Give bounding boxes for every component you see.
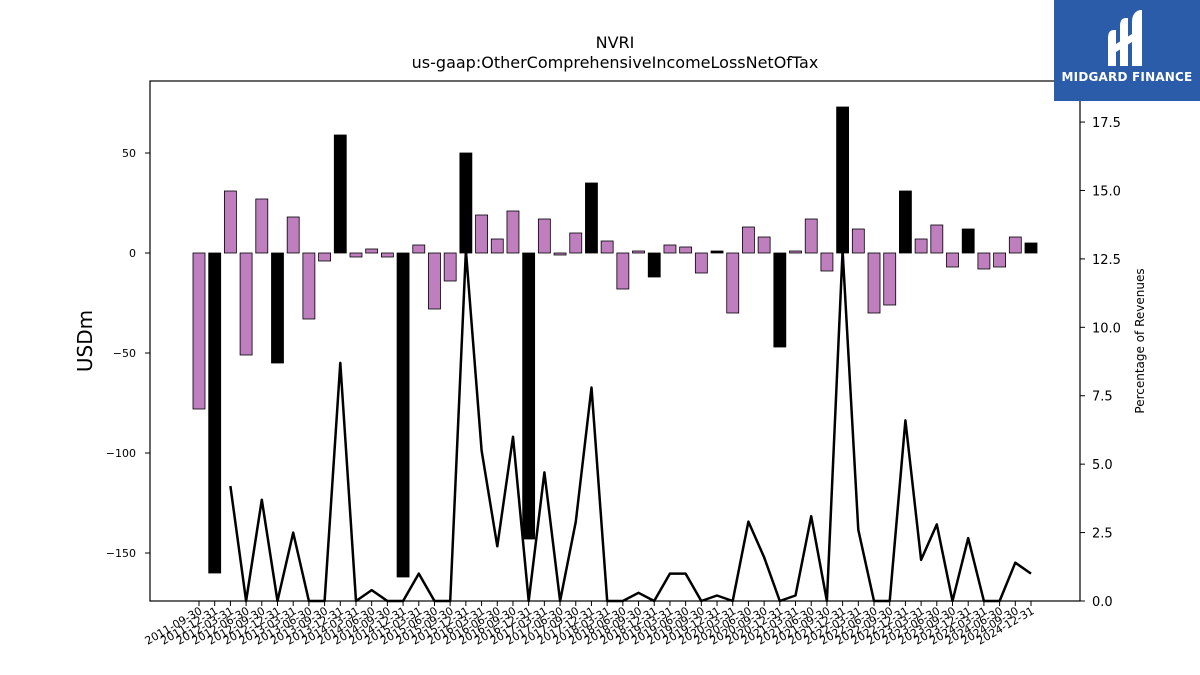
bar-2019-12-31 xyxy=(710,250,724,254)
bar-2018-12-31 xyxy=(647,252,661,278)
y2-tick-label: 12.5 xyxy=(1092,253,1121,268)
bar-2016-09-30 xyxy=(506,210,520,254)
bar-2024-03-31 xyxy=(977,252,991,270)
chart-subtitle: us-gaap:OtherComprehensiveIncomeLossNetO… xyxy=(412,53,819,72)
chart-title: NVRI xyxy=(596,33,635,52)
bar-2017-03-31 xyxy=(537,218,551,254)
y-tick-label: 0 xyxy=(129,247,136,260)
bar-2016-06-30 xyxy=(490,238,504,254)
y-tick-label: −50 xyxy=(113,347,136,360)
line-series xyxy=(229,249,1032,603)
y2-tick-label: 0.0 xyxy=(1092,595,1113,610)
bar-2021-06-30 xyxy=(804,218,818,254)
bar-2017-06-30 xyxy=(553,252,567,256)
bar-2011-12-31 xyxy=(208,252,222,574)
bar-2016-03-31 xyxy=(475,214,488,254)
bar-2023-03-31 xyxy=(914,238,928,254)
bar-2020-12-31 xyxy=(773,252,787,348)
y2-tick-label: 5.0 xyxy=(1092,458,1113,473)
y2-axis-label: Percentage of Revenues xyxy=(1133,268,1147,413)
bar-2022-12-31 xyxy=(899,190,912,254)
y-tick-label: 50 xyxy=(122,147,136,160)
plot-frame xyxy=(149,80,1081,602)
y2-tick-label: 7.5 xyxy=(1092,390,1113,405)
revenue-pct-line xyxy=(229,249,1032,603)
bar-2013-06-30 xyxy=(302,252,316,320)
bar-2017-12-31 xyxy=(585,182,598,254)
bar-2022-09-30 xyxy=(883,252,897,306)
x-axis-ticks: 2011-09-302011-12-312012-03-312012-06-30… xyxy=(143,601,1037,648)
bar-2022-03-31 xyxy=(851,228,865,254)
bar-2015-12-31 xyxy=(459,152,473,254)
bar-2021-03-31 xyxy=(789,250,802,254)
y-axis-label: USDm xyxy=(73,310,97,372)
bar-2024-09-30 xyxy=(1008,236,1022,254)
bar-2021-12-31 xyxy=(836,106,850,254)
bar-2018-06-30 xyxy=(616,252,630,290)
y2-axis-ticks: 0.0 2.5 5.0 7.5 10.0 12.5 15.0 17.5 xyxy=(1080,116,1121,610)
midgard-logo-icon xyxy=(1108,10,1142,66)
bar-2019-03-31 xyxy=(663,244,677,254)
bar-2013-03-31 xyxy=(286,216,300,254)
bar-2019-06-30 xyxy=(679,246,693,254)
bar-2015-03-31 xyxy=(412,244,426,254)
bar-2019-09-30 xyxy=(694,252,708,274)
bar-2023-09-30 xyxy=(946,252,959,268)
bar-2020-03-31 xyxy=(726,252,740,314)
bar-2012-12-31 xyxy=(271,252,284,364)
bar-series xyxy=(192,106,1038,578)
bar-2013-12-31 xyxy=(333,134,347,254)
bar-2023-06-30 xyxy=(930,224,944,254)
brand-logo: MIDGARD FINANCE xyxy=(1054,0,1200,101)
bar-2014-06-30 xyxy=(365,248,379,254)
bar-2015-09-30 xyxy=(443,252,457,282)
bar-2020-09-30 xyxy=(757,236,771,254)
bar-2022-06-30 xyxy=(867,252,881,314)
bar-2014-09-30 xyxy=(380,252,394,258)
y-axis-ticks: 50 0 −50 −100 −150 xyxy=(106,147,150,560)
bar-2023-12-31 xyxy=(961,228,975,254)
y-tick-label: −100 xyxy=(106,447,136,460)
bar-2024-12-31 xyxy=(1024,242,1038,254)
bar-2016-12-31 xyxy=(522,252,536,540)
bar-2014-12-31 xyxy=(396,252,410,578)
y2-tick-label: 2.5 xyxy=(1092,527,1113,542)
bar-2017-09-30 xyxy=(569,232,583,254)
bar-2018-03-31 xyxy=(600,240,614,254)
bar-2024-06-30 xyxy=(993,252,1007,268)
y2-tick-label: 17.5 xyxy=(1092,116,1121,131)
y-tick-label: −150 xyxy=(106,547,136,560)
bar-2014-03-31 xyxy=(349,252,363,258)
bar-2012-03-31 xyxy=(223,190,237,254)
bar-2012-06-30 xyxy=(239,252,253,356)
bar-2018-09-30 xyxy=(632,250,645,254)
bar-2015-06-30 xyxy=(428,252,441,310)
bar-2011-09-30 xyxy=(192,252,206,410)
y2-tick-label: 15.0 xyxy=(1092,184,1121,199)
y2-tick-label: 10.0 xyxy=(1092,321,1121,336)
bar-2020-06-30 xyxy=(742,226,755,254)
bar-2013-09-30 xyxy=(318,252,331,262)
brand-name: MIDGARD FINANCE xyxy=(1061,70,1193,84)
bar-2012-09-30 xyxy=(255,198,269,254)
bar-2021-09-30 xyxy=(820,252,834,272)
